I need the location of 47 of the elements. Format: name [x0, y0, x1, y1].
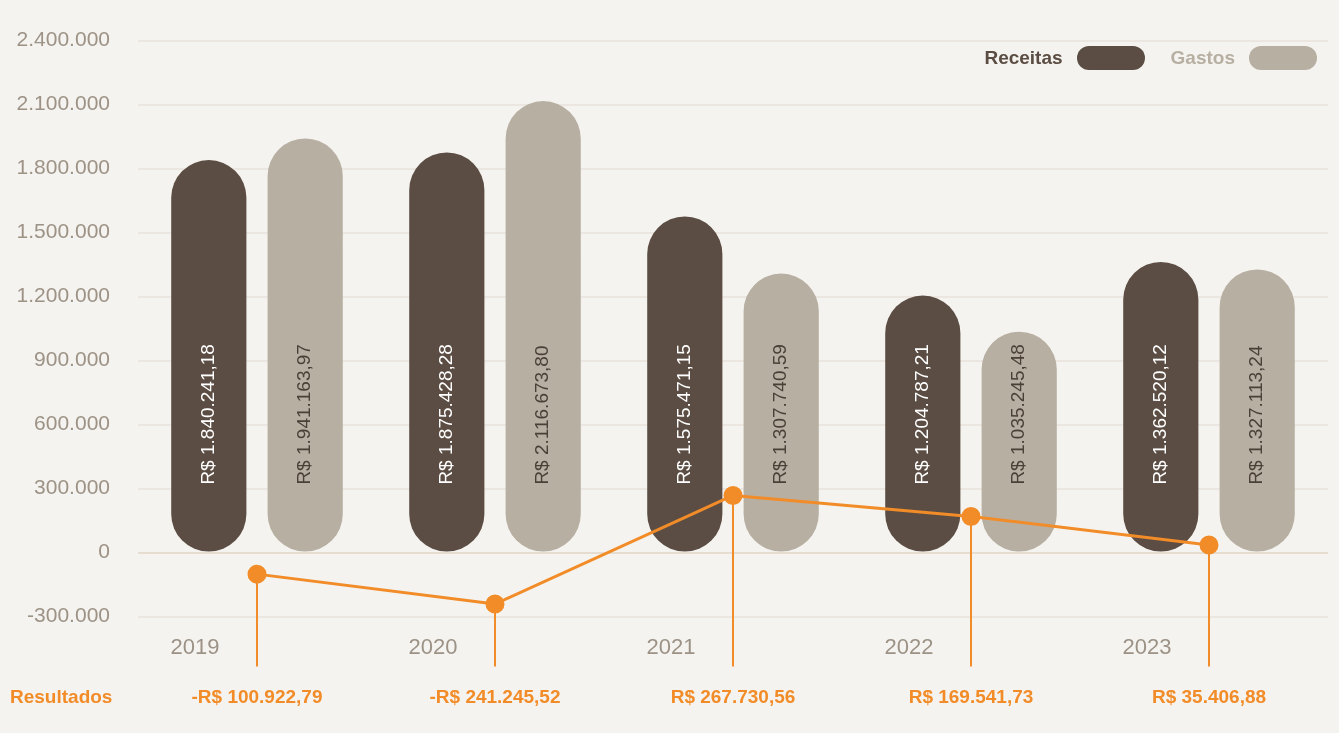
x-tick-label: 2019 [170, 633, 220, 659]
x-tick-label: 2020 [408, 633, 458, 659]
bar [743, 273, 819, 552]
data-label: R$ 1.204.787,21 [911, 344, 933, 485]
y-tick-label: 600.000 [34, 411, 110, 435]
point [485, 594, 505, 614]
y-tick-label: 300.000 [34, 475, 110, 499]
data-label: R$ 35.406,88 [1151, 685, 1267, 707]
data-label: R$ 1.875.428,28 [435, 344, 457, 485]
data-label: R$ 1.840.241,18 [197, 344, 219, 485]
y-tick-label: 2.100.000 [16, 91, 110, 115]
bar [1219, 269, 1295, 552]
data-label: R$ 169.541,73 [908, 685, 1034, 707]
y-tick-label: -300.000 [27, 603, 110, 627]
bar [885, 295, 961, 552]
x-tick-label: 2023 [1122, 633, 1172, 659]
x-tick-label: 2022 [884, 633, 934, 659]
data-label: R$ 2.116.673,80 [531, 345, 553, 485]
point [961, 506, 981, 526]
bar [409, 152, 485, 552]
y-tick-label: 900.000 [34, 347, 110, 371]
data-label: -R$ 241.245,52 [429, 685, 561, 707]
data-label: R$ 1.327.113,24 [1245, 345, 1267, 485]
data-label: R$ 1.307.740,59 [769, 344, 791, 485]
data-label: R$ 1.941.163,97 [293, 344, 315, 485]
y-tick-label: 1.800.000 [16, 155, 110, 179]
bar [647, 216, 723, 552]
text: Resultados [10, 685, 113, 707]
x-tick-label: 2021 [646, 633, 696, 659]
legend-label: Gastos [1170, 47, 1235, 69]
y-tick-label: 2.400.000 [16, 27, 110, 51]
y-tick-label: 1.200.000 [16, 283, 110, 307]
data-label: -R$ 100.922,79 [191, 685, 323, 707]
y-tick-label: 1.500.000 [16, 219, 110, 243]
bar [505, 101, 581, 552]
data-label: R$ 267.730,56 [670, 685, 796, 707]
bar [267, 138, 343, 552]
point [247, 564, 267, 584]
data-label: R$ 1.362.520,12 [1149, 344, 1171, 485]
y-tick-label: 0 [98, 539, 110, 563]
data-label: R$ 1.575.471,15 [673, 344, 695, 485]
point [723, 485, 743, 505]
legend-label: Receitas [984, 47, 1063, 69]
bar [1123, 261, 1199, 552]
bar [171, 160, 247, 552]
data-label: R$ 1.035.245,48 [1007, 344, 1029, 485]
point [1199, 535, 1219, 555]
